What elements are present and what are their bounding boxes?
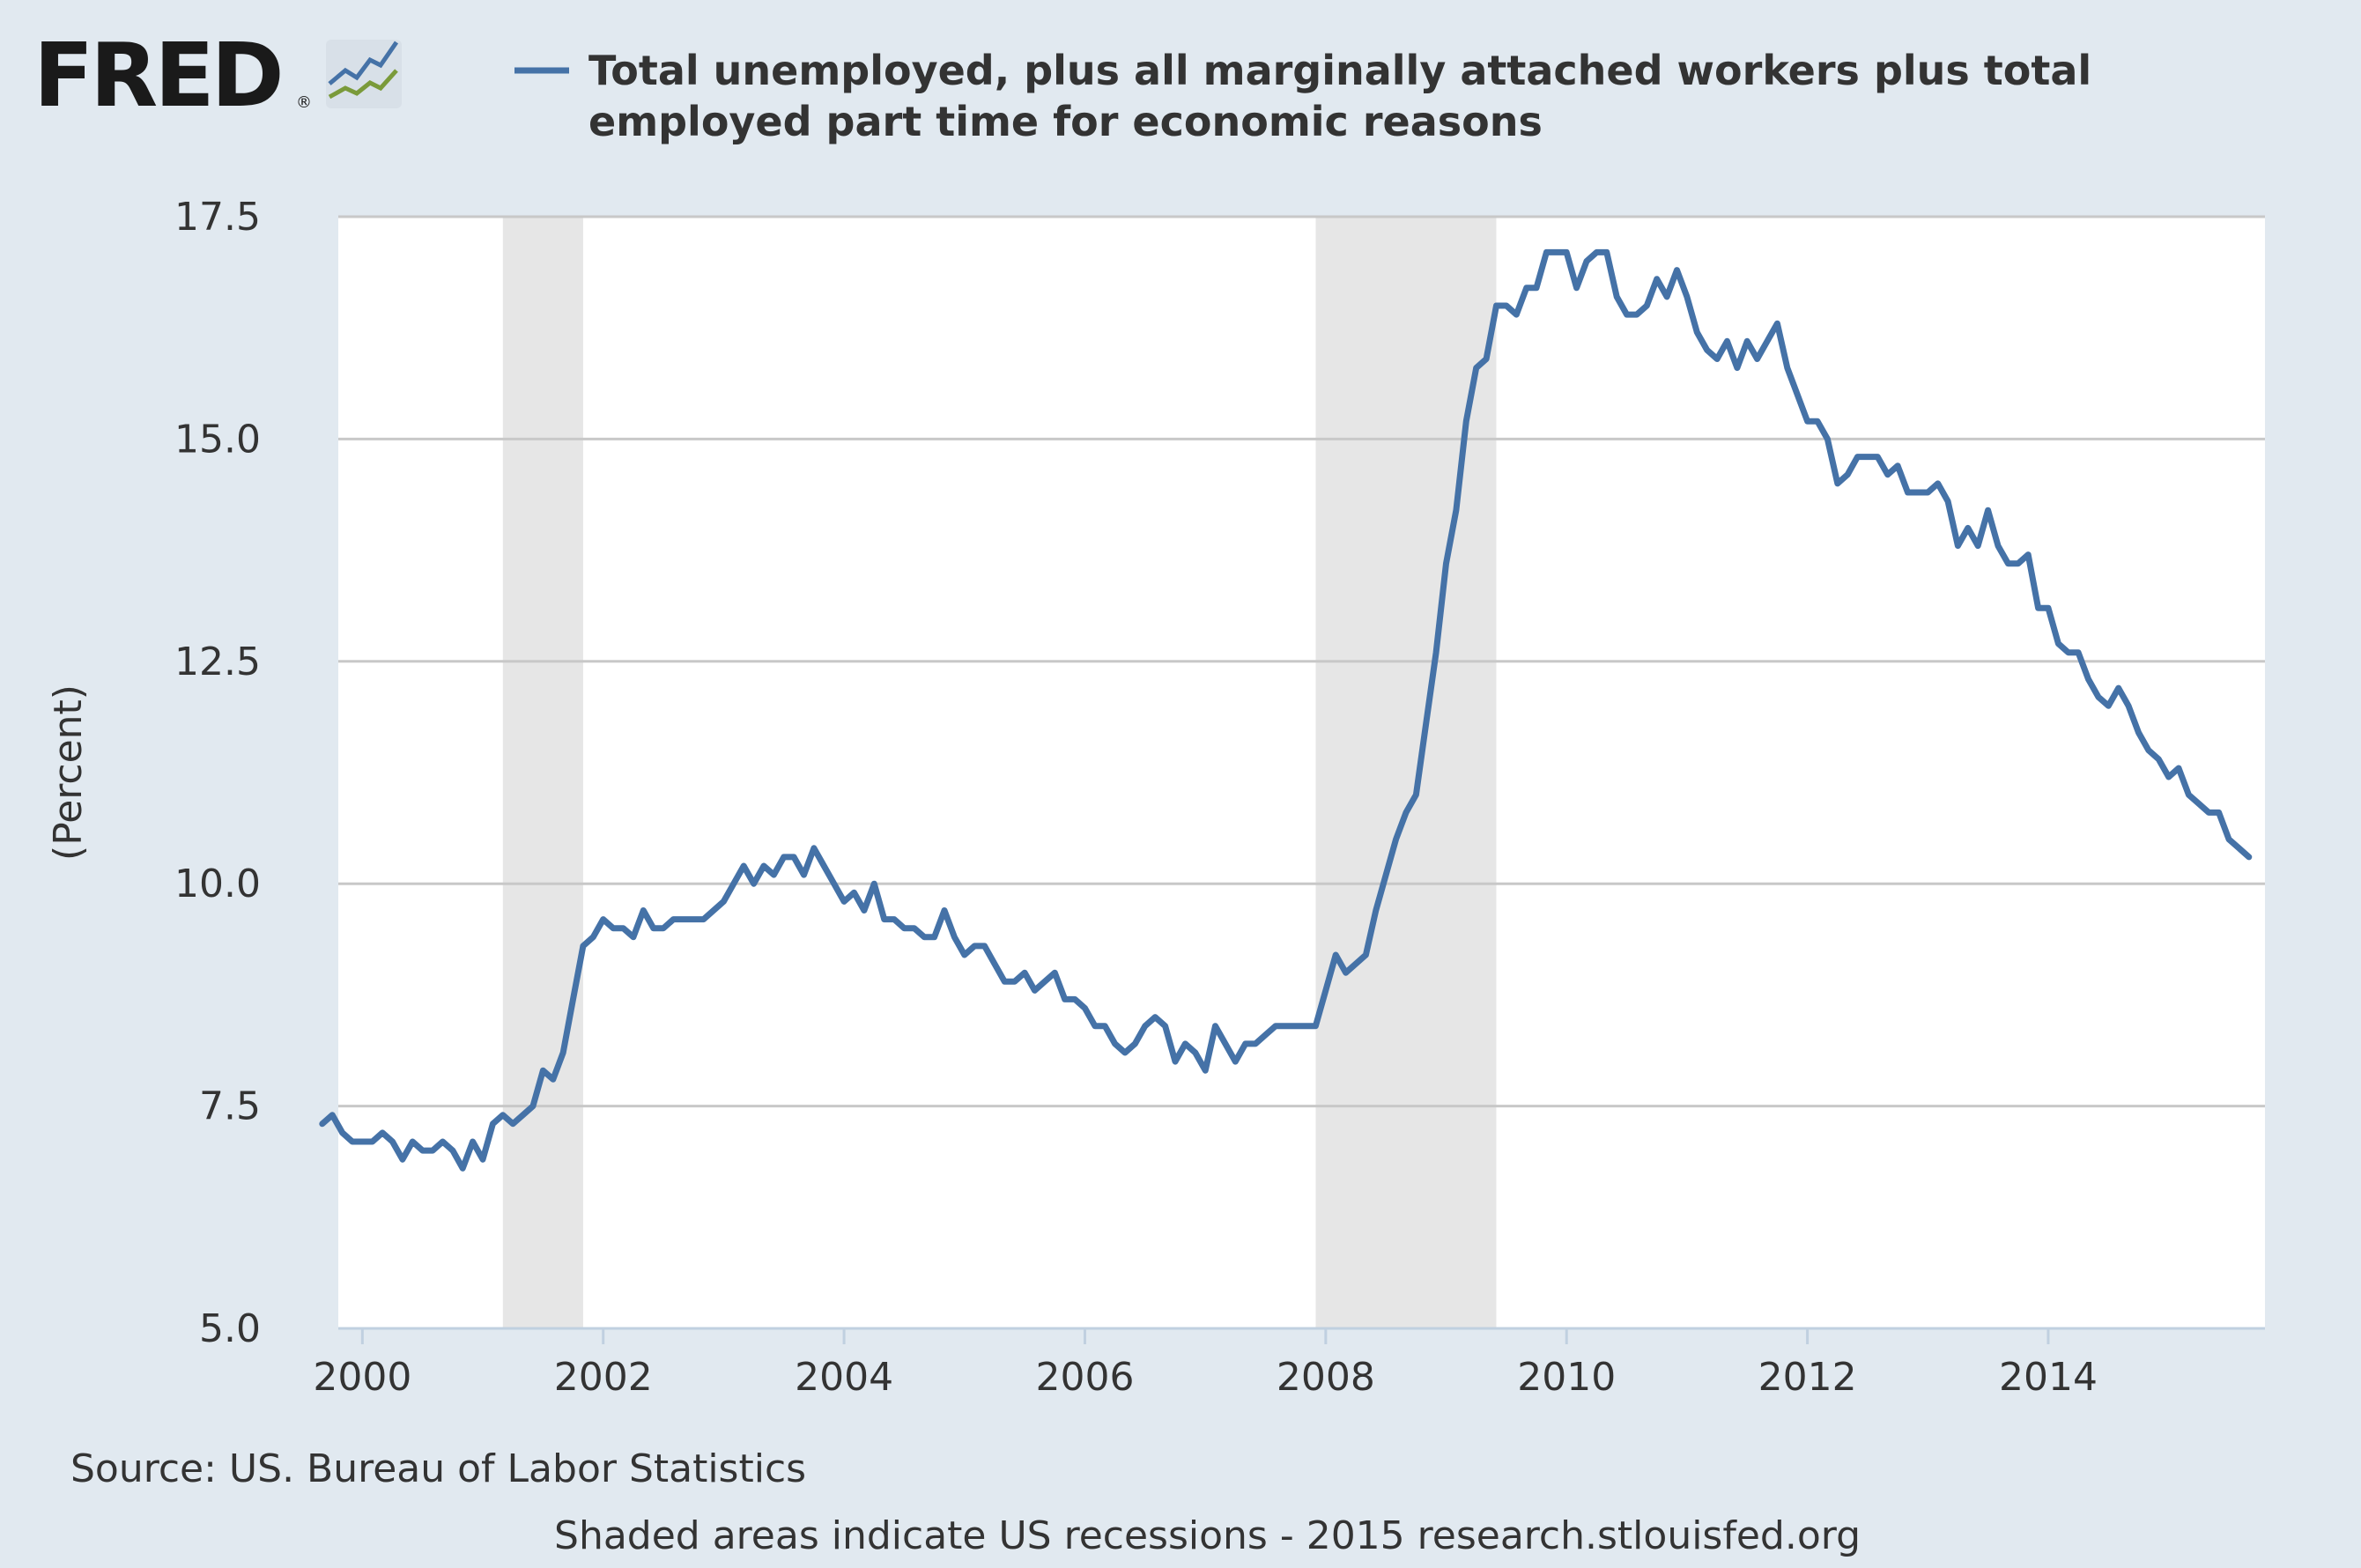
recession-note: Shaded areas indicate US recessions - 20… xyxy=(554,1513,1861,1558)
plot-area xyxy=(338,217,2265,1328)
y-tick-label: 12.5 xyxy=(174,640,261,684)
registered-mark: ® xyxy=(296,93,312,112)
y-tick-label: 5.0 xyxy=(199,1306,261,1351)
x-tick-label: 2010 xyxy=(1517,1355,1616,1400)
y-tick-label: 15.0 xyxy=(174,417,261,462)
gridlines xyxy=(338,215,2265,1108)
x-tick-label: 2008 xyxy=(1277,1355,1375,1400)
x-tick-label: 2006 xyxy=(1035,1355,1134,1400)
y-axis-label: (Percent) xyxy=(46,684,91,861)
x-tick-label: 2004 xyxy=(795,1355,893,1400)
source-note: Source: US. Bureau of Labor Statistics xyxy=(70,1446,806,1491)
x-axis: 2000 2002 2004 2006 2008 2010 2012 2014 xyxy=(313,1327,2265,1400)
y-axis: 5.0 7.5 10.0 12.5 15.0 17.5 xyxy=(174,195,261,1351)
x-tick-label: 2014 xyxy=(1999,1355,2098,1400)
legend-label: Total unemployed, plus all marginally at… xyxy=(588,47,2106,145)
y-tick-label: 17.5 xyxy=(174,195,261,240)
recession-band-1 xyxy=(502,217,583,1328)
fred-chart-icon xyxy=(326,40,402,108)
recession-band-2 xyxy=(1315,217,1497,1328)
x-tick-label: 2002 xyxy=(554,1355,653,1400)
y-tick-label: 7.5 xyxy=(199,1084,261,1129)
x-tick-label: 2012 xyxy=(1758,1355,1857,1400)
x-tick-label: 2000 xyxy=(313,1355,411,1400)
legend: Total unemployed, plus all marginally at… xyxy=(514,47,2106,145)
fred-logo[interactable]: FRED ® xyxy=(33,24,402,127)
y-tick-label: 10.0 xyxy=(174,862,261,906)
series-line-1 xyxy=(319,248,2253,1172)
fred-logo-text: FRED xyxy=(33,24,281,127)
recession-shading xyxy=(502,217,1497,1328)
series-layer xyxy=(319,248,2253,1172)
